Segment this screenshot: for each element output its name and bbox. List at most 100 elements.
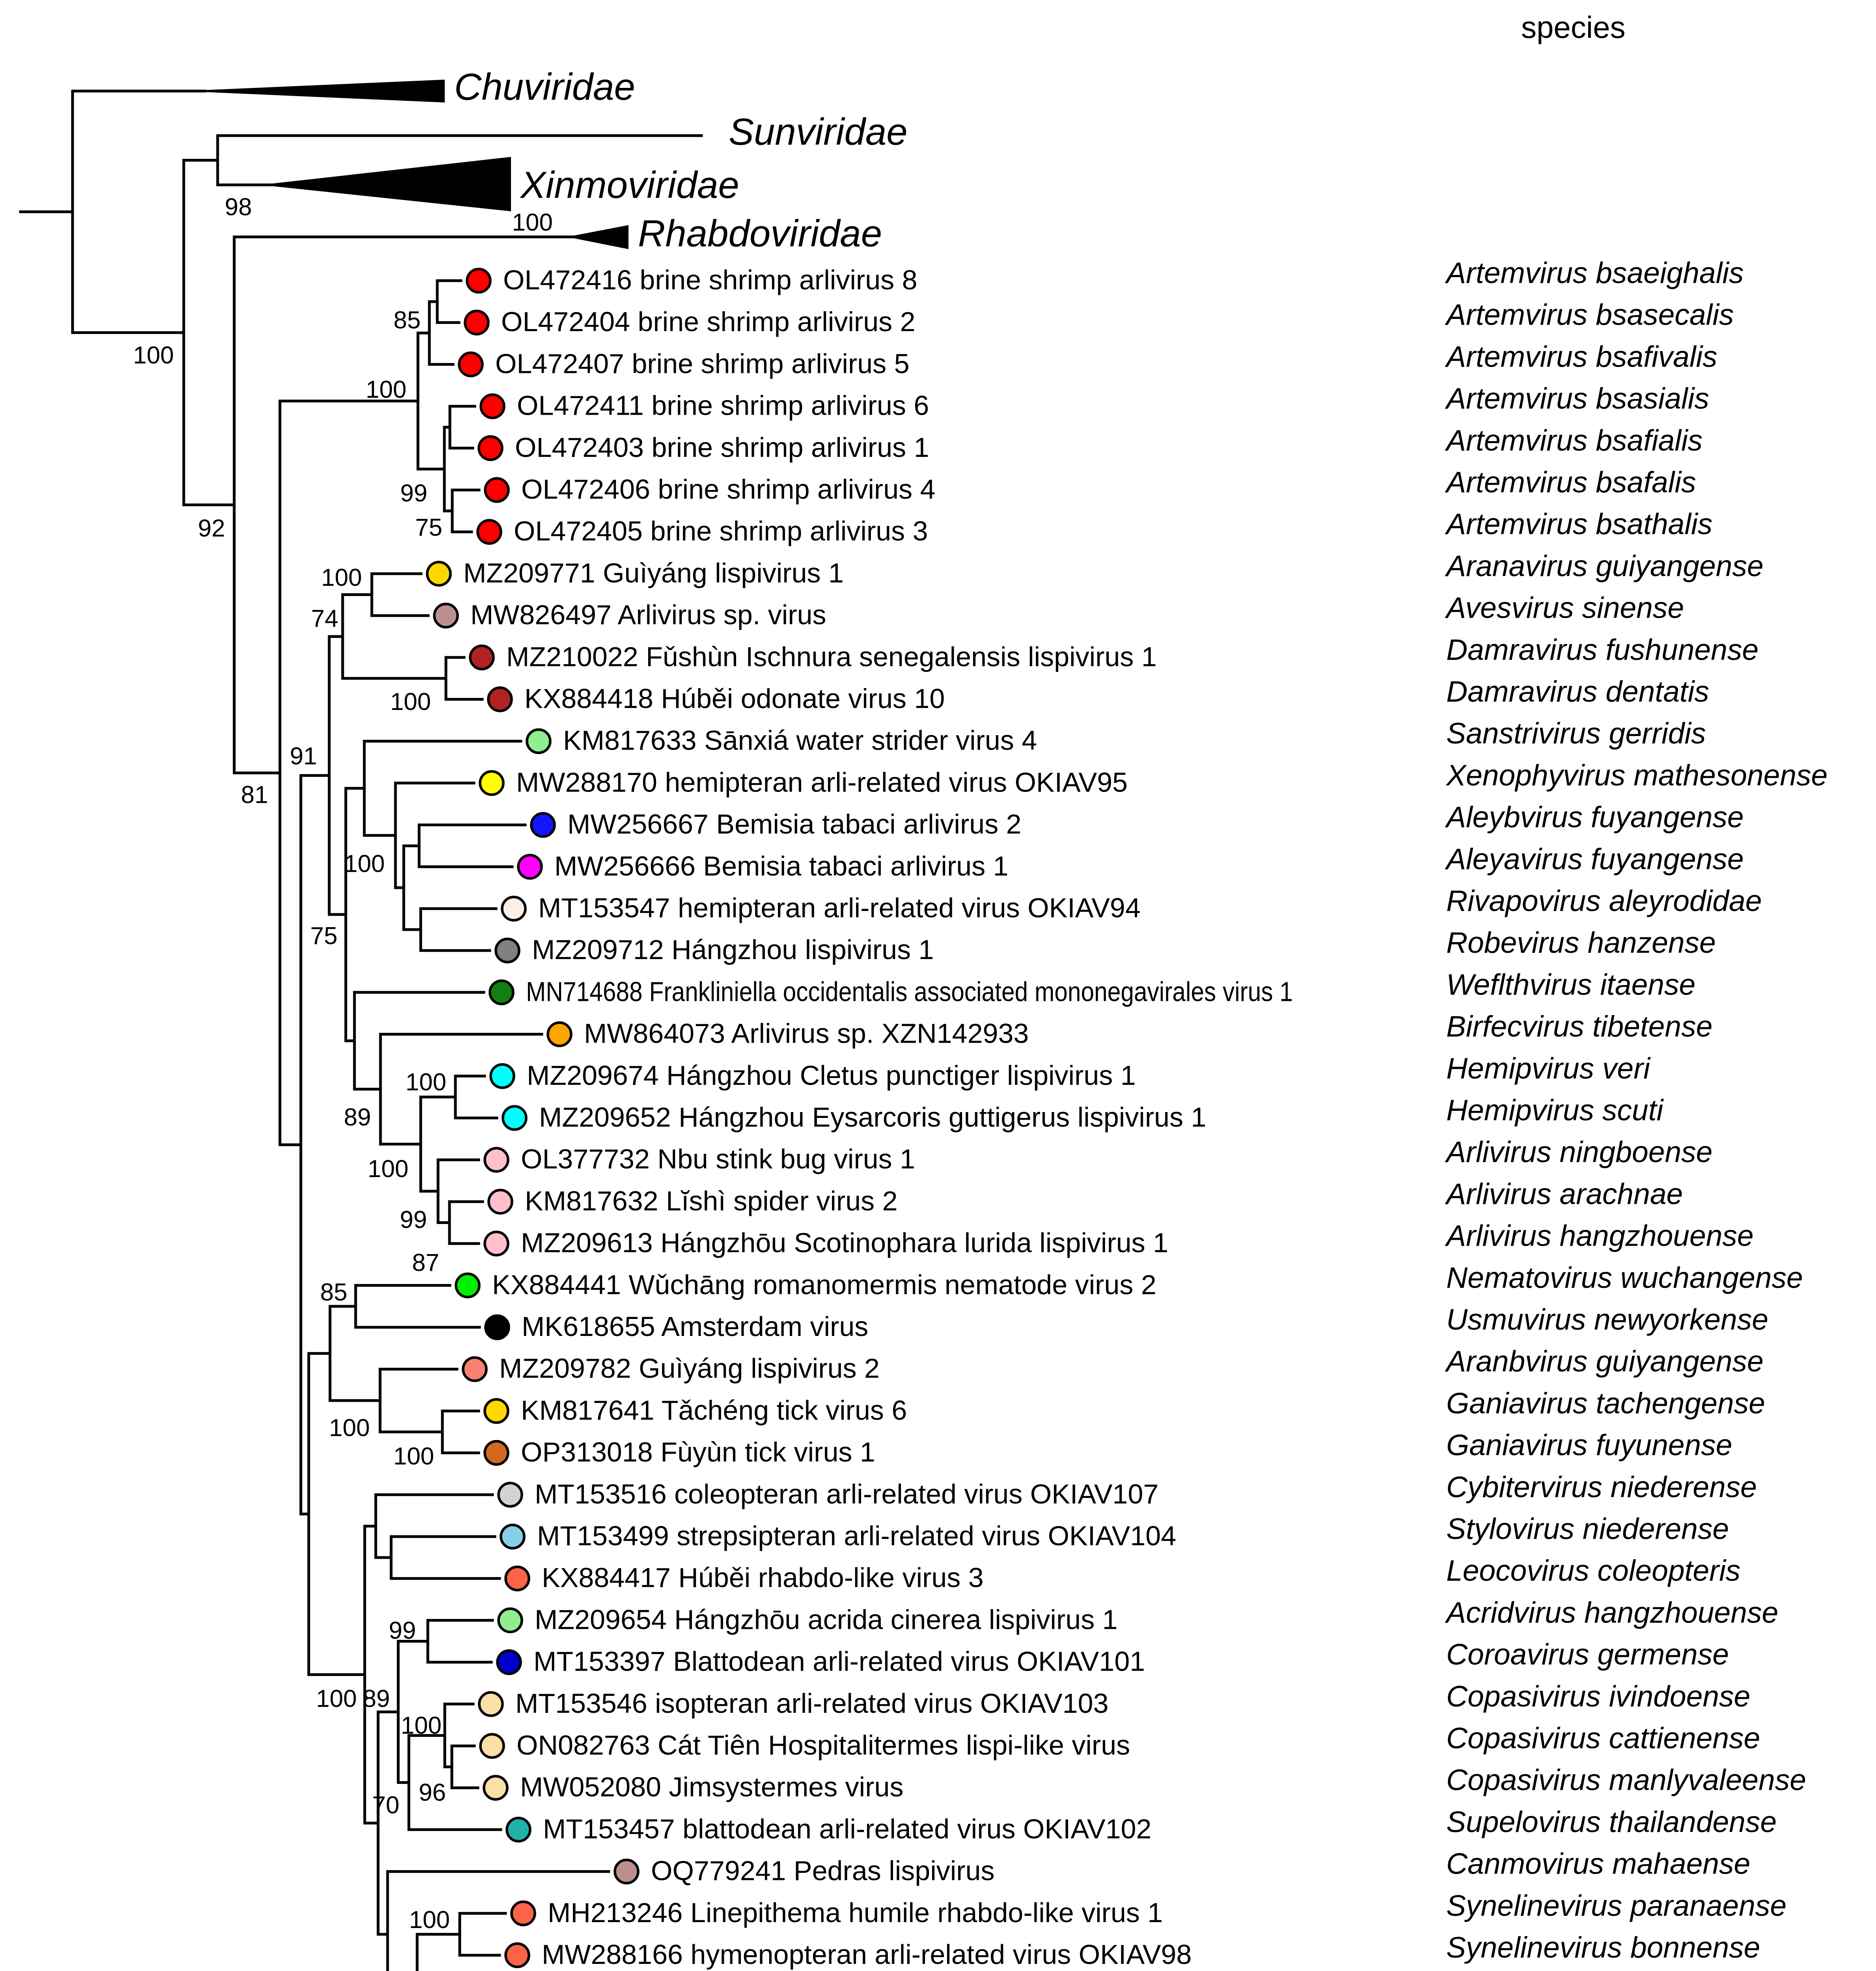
svg-text:MZ210022 Fǔshùn Ischnura seneg: MZ210022 Fǔshùn Ischnura senegalensis li…: [506, 641, 1157, 672]
svg-text:MZ209674 Hángzhou Cletus punct: MZ209674 Hángzhou Cletus punctiger lispi…: [527, 1060, 1136, 1091]
svg-text:Leocovirus coleopteris: Leocovirus coleopteris: [1446, 1554, 1740, 1587]
svg-text:85: 85: [393, 307, 421, 334]
svg-text:KX884418 Húběi odonate virus 1: KX884418 Húběi odonate virus 10: [524, 683, 945, 714]
svg-text:OL377732 Nbu stink bug virus 1: OL377732 Nbu stink bug virus 1: [521, 1144, 915, 1174]
svg-text:Sanstrivirus gerridis: Sanstrivirus gerridis: [1446, 717, 1706, 750]
svg-text:Artemvirus bsafivalis: Artemvirus bsafivalis: [1445, 340, 1717, 373]
svg-text:Hemipvirus veri: Hemipvirus veri: [1446, 1052, 1651, 1085]
svg-text:Arlivirus arachnae: Arlivirus arachnae: [1445, 1177, 1683, 1210]
svg-text:OL472406 brine shrimp arliviru: OL472406 brine shrimp arlivirus 4: [521, 474, 936, 505]
svg-text:87: 87: [412, 1249, 439, 1276]
svg-text:MW864073 Arlivirus sp. XZN1429: MW864073 Arlivirus sp. XZN142933: [584, 1018, 1029, 1049]
svg-text:100: 100: [512, 209, 553, 236]
svg-text:MT153397 Blattodean arli-relat: MT153397 Blattodean arli-related virus O…: [533, 1646, 1145, 1677]
svg-text:MZ209712 Hángzhou lispivirus 1: MZ209712 Hángzhou lispivirus 1: [532, 934, 934, 965]
svg-text:OL472407 brine shrimp arliviru: OL472407 brine shrimp arlivirus 5: [495, 348, 910, 379]
svg-text:OP313018 Fùyùn tick virus 1: OP313018 Fùyùn tick virus 1: [521, 1437, 875, 1468]
svg-text:ON082763 Cát Tiên Hospitaliter: ON082763 Cát Tiên Hospitalitermes lispi-…: [517, 1730, 1130, 1760]
svg-text:Supelovirus thailandense: Supelovirus thailandense: [1446, 1805, 1777, 1838]
svg-text:75: 75: [310, 922, 338, 950]
svg-text:91: 91: [290, 743, 317, 770]
svg-text:MW826497 Arlivirus sp. virus: MW826497 Arlivirus sp. virus: [470, 600, 826, 630]
svg-text:Sunviridae: Sunviridae: [729, 111, 908, 153]
svg-text:Aranbvirus guiyangense: Aranbvirus guiyangense: [1445, 1345, 1764, 1378]
svg-text:MW256667 Bemisia tabaci arlivi: MW256667 Bemisia tabaci arlivirus 2: [567, 809, 1022, 840]
svg-text:MZ209613 Hángzhōu Scotinophara: MZ209613 Hángzhōu Scotinophara lurida li…: [521, 1228, 1168, 1258]
svg-text:81: 81: [241, 781, 268, 809]
svg-text:MT153499 strepsipteran arli-re: MT153499 strepsipteran arli-related viru…: [537, 1520, 1176, 1551]
svg-text:Acridvirus hangzhouense: Acridvirus hangzhouense: [1445, 1596, 1778, 1629]
svg-text:Copasivirus cattienense: Copasivirus cattienense: [1446, 1721, 1760, 1755]
svg-text:Aleyavirus fuyangense: Aleyavirus fuyangense: [1445, 842, 1744, 876]
svg-text:99: 99: [400, 1206, 427, 1233]
svg-text:Synelinevirus paranaense: Synelinevirus paranaense: [1446, 1889, 1786, 1922]
svg-text:MN714688 Frankliniella occiden: MN714688 Frankliniella occidentalis asso…: [526, 976, 1293, 1007]
svg-text:Aranavirus guiyangense: Aranavirus guiyangense: [1445, 549, 1764, 582]
svg-text:Damravirus fushunense: Damravirus fushunense: [1446, 633, 1759, 666]
svg-text:OL472411 brine shrimp arliviru: OL472411 brine shrimp arlivirus 6: [517, 390, 929, 421]
svg-text:70: 70: [372, 1792, 399, 1819]
svg-text:Artemvirus bsaeighalis: Artemvirus bsaeighalis: [1445, 256, 1744, 289]
svg-text:74: 74: [311, 605, 338, 632]
svg-text:MW288170 hemipteran arli-relat: MW288170 hemipteran arli-related virus O…: [516, 767, 1128, 797]
svg-text:OL472405 brine shrimp arliviru: OL472405 brine shrimp arlivirus 3: [514, 516, 928, 546]
svg-text:KM817632 Lĭshì spider virus 2: KM817632 Lĭshì spider virus 2: [525, 1185, 898, 1216]
svg-text:Artemvirus bsathalis: Artemvirus bsathalis: [1445, 507, 1712, 540]
svg-text:Copasivirus ivindoense: Copasivirus ivindoense: [1446, 1680, 1750, 1713]
svg-text:Arlivirus hangzhouense: Arlivirus hangzhouense: [1445, 1219, 1754, 1252]
svg-text:85: 85: [320, 1279, 347, 1306]
svg-text:Stylovirus niederense: Stylovirus niederense: [1446, 1512, 1729, 1545]
svg-text:100: 100: [393, 1443, 434, 1470]
svg-text:Coroavirus germense: Coroavirus germense: [1446, 1638, 1729, 1671]
svg-text:100: 100: [390, 688, 431, 715]
svg-text:Rivapovirus aleyrodidae: Rivapovirus aleyrodidae: [1446, 884, 1762, 917]
svg-text:Synelinevirus bonnense: Synelinevirus bonnense: [1446, 1931, 1760, 1964]
svg-text:96: 96: [419, 1779, 446, 1806]
svg-text:Artemvirus bsasecalis: Artemvirus bsasecalis: [1445, 298, 1734, 331]
svg-text:Artemvirus bsafialis: Artemvirus bsafialis: [1445, 424, 1703, 457]
svg-text:89: 89: [363, 1685, 390, 1712]
svg-text:Xinmoviridae: Xinmoviridae: [520, 164, 739, 206]
svg-text:KX884417 Húběi rhabdo-like vir: KX884417 Húběi rhabdo-like virus 3: [542, 1562, 984, 1593]
svg-text:100: 100: [406, 1069, 446, 1096]
svg-text:100: 100: [401, 1712, 442, 1739]
svg-text:Ganiavirus fuyunense: Ganiavirus fuyunense: [1446, 1429, 1732, 1462]
svg-text:Artemvirus bsasialis: Artemvirus bsasialis: [1445, 382, 1709, 415]
svg-text:MZ209771 Guìyáng lispivirus 1: MZ209771 Guìyáng lispivirus 1: [463, 557, 844, 588]
svg-text:MZ209782 Guìyáng lispivirus 2: MZ209782 Guìyáng lispivirus 2: [499, 1353, 880, 1384]
svg-text:100: 100: [321, 564, 362, 591]
svg-text:100: 100: [133, 342, 174, 369]
svg-text:MW052080 Jimsystermes virus: MW052080 Jimsystermes virus: [520, 1772, 903, 1802]
svg-text:Cybitervirus niederense: Cybitervirus niederense: [1446, 1470, 1757, 1503]
svg-text:Weflthvirus itaense: Weflthvirus itaense: [1446, 968, 1695, 1001]
svg-text:Aleybvirus fuyangense: Aleybvirus fuyangense: [1445, 801, 1744, 834]
svg-text:KX884441 Wǔchāng romanomermis: KX884441 Wǔchāng romanomermis nematode v…: [492, 1269, 1156, 1300]
svg-text:Damravirus dentatis: Damravirus dentatis: [1446, 675, 1709, 708]
svg-text:Chuviridae: Chuviridae: [454, 66, 635, 108]
svg-text:MT153457 blattodean arli-relat: MT153457 blattodean arli-related virus O…: [543, 1813, 1151, 1844]
svg-text:Robevirus hanzense: Robevirus hanzense: [1446, 926, 1716, 959]
svg-text:MH213246 Linepithema humile rh: MH213246 Linepithema humile rhabdo-like …: [548, 1897, 1163, 1928]
svg-text:Usmuvirus newyorkense: Usmuvirus newyorkense: [1446, 1303, 1768, 1336]
svg-text:75: 75: [415, 514, 442, 541]
svg-text:MT153546 isopteran arli-relate: MT153546 isopteran arli-related virus OK…: [515, 1688, 1108, 1719]
svg-text:MW288166 hymenopteran arli-rel: MW288166 hymenopteran arli-related virus…: [542, 1939, 1192, 1970]
svg-text:Avesvirus sinense: Avesvirus sinense: [1445, 591, 1684, 624]
svg-text:92: 92: [198, 515, 225, 542]
svg-text:100: 100: [366, 376, 407, 403]
svg-text:MT153516 coleopteran arli-rela: MT153516 coleopteran arli-related virus …: [535, 1479, 1158, 1509]
svg-text:99: 99: [389, 1617, 416, 1644]
svg-text:Ganiavirus tachengense: Ganiavirus tachengense: [1446, 1386, 1765, 1420]
svg-text:KM817633 Sānxiá water strider: KM817633 Sānxiá water strider virus 4: [563, 725, 1037, 756]
svg-text:100: 100: [409, 1906, 450, 1934]
svg-text:MT153547 hemipteran arli-relat: MT153547 hemipteran arli-related virus O…: [538, 892, 1141, 923]
svg-text:OL472404 brine shrimp arliviru: OL472404 brine shrimp arlivirus 2: [501, 306, 916, 337]
svg-text:MK618655 Amsterdam virus: MK618655 Amsterdam virus: [522, 1311, 868, 1342]
svg-text:100: 100: [368, 1155, 408, 1183]
svg-text:100: 100: [344, 850, 385, 877]
svg-text:species: species: [1521, 10, 1625, 45]
svg-text:Canmovirus mahaense: Canmovirus mahaense: [1446, 1847, 1750, 1880]
svg-text:Arlivirus ningboense: Arlivirus ningboense: [1445, 1135, 1712, 1168]
svg-text:Xenophyvirus mathesonense: Xenophyvirus mathesonense: [1445, 758, 1828, 792]
svg-text:MZ209654 Hángzhōu acrida ciner: MZ209654 Hángzhōu acrida cinerea lispivi…: [535, 1604, 1118, 1635]
